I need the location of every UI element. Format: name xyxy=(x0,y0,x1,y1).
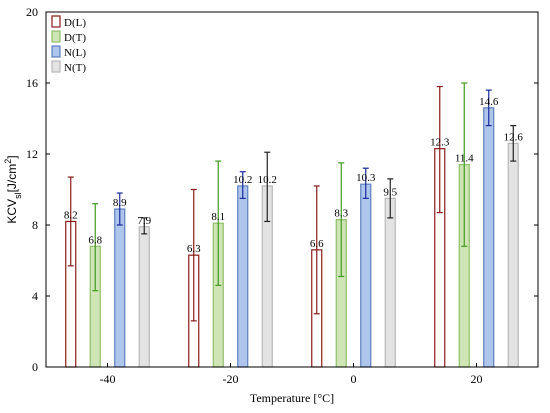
data-label: 8.1 xyxy=(211,211,225,223)
data-label: 8.3 xyxy=(334,208,348,220)
legend-label: D(L) xyxy=(64,17,86,29)
legend-swatch xyxy=(51,15,61,28)
data-label: 7.9 xyxy=(137,215,151,227)
x-tick-label: -40 xyxy=(100,372,116,386)
data-label: 6.6 xyxy=(310,238,324,250)
data-label: 6.8 xyxy=(88,234,102,246)
bar xyxy=(384,197,396,368)
y-tick-label: 8 xyxy=(32,218,38,232)
y-axis-ticks: 0 4 8 12 16 20 xyxy=(26,5,538,374)
legend: D(L) D(T) N(L) N(T) xyxy=(51,15,86,74)
y-axis-label-unit: [J/cm xyxy=(5,164,19,193)
bar xyxy=(114,208,126,368)
y-tick-label: 4 xyxy=(32,289,38,303)
data-label: 12.3 xyxy=(430,137,450,149)
data-label: 9.5 xyxy=(383,186,397,198)
legend-label: N(L) xyxy=(64,47,86,59)
legend-label: D(T) xyxy=(64,32,86,44)
data-label: 8.2 xyxy=(64,209,78,221)
y-tick-label: 20 xyxy=(26,5,38,19)
y-axis-label-main: KCV xyxy=(5,199,19,224)
x-tick-label: 20 xyxy=(471,372,483,386)
y-tick-label: 12 xyxy=(26,147,38,161)
x-axis-ticks: -40 -20 0 20 xyxy=(100,363,483,386)
legend-swatch xyxy=(51,30,61,43)
data-label: 10.2 xyxy=(233,174,252,186)
bar xyxy=(360,183,372,368)
bar xyxy=(138,226,150,368)
legend-swatch xyxy=(51,60,61,73)
plot-frame xyxy=(45,11,539,368)
y-tick-label: 16 xyxy=(26,76,38,90)
data-label: 10.2 xyxy=(258,174,277,186)
data-label: 10.3 xyxy=(356,172,376,184)
bar xyxy=(507,142,519,368)
bars-group: 8.2 6.8 8.9 7.9 6.3 8.1 10.2 10.2 6.6 8.3 10.3 9.5 1… xyxy=(64,82,524,368)
x-tick-label: 0 xyxy=(351,372,357,386)
legend-swatch xyxy=(51,45,61,58)
data-label: 6.3 xyxy=(187,243,201,255)
bar xyxy=(483,107,495,368)
y-tick-label: 0 xyxy=(32,360,38,374)
bar xyxy=(237,185,249,368)
data-label: 8.9 xyxy=(113,197,127,209)
legend-label: N(T) xyxy=(64,62,86,74)
y-axis-label: KCVsl[J/cm2] xyxy=(3,155,23,223)
data-label: 11.4 xyxy=(455,153,474,165)
y-axis-label-sub: sl xyxy=(13,192,23,199)
data-label: 14.6 xyxy=(479,96,499,108)
y-axis-label-end: ] xyxy=(5,155,19,158)
y-axis-label-sup: 2 xyxy=(3,159,13,164)
x-axis-label: Temperature [°C] xyxy=(250,391,334,405)
x-tick-label: -20 xyxy=(223,372,239,386)
data-label: 12.6 xyxy=(504,131,524,143)
